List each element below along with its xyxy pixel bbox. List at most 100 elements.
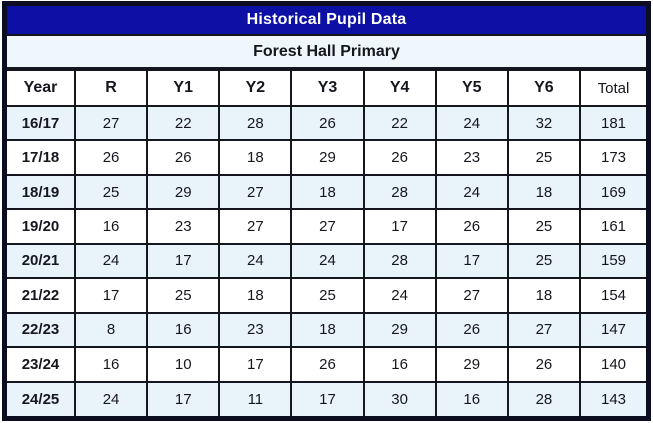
- pupil-count: 24: [434, 104, 509, 142]
- total-value: 169: [579, 173, 646, 211]
- pupil-count: 27: [218, 208, 293, 245]
- pupil-count: 22: [146, 104, 221, 142]
- table-row: 21/22 17 25 18 25 24 27 18 154: [7, 277, 646, 314]
- total-value: 161: [579, 208, 646, 245]
- table-row: 24/25 24 17 11 17 30 16 28 143: [7, 380, 646, 416]
- column-header-year: Year: [7, 69, 76, 107]
- table-row: 16/17 27 22 28 26 22 24 32 181: [7, 104, 646, 142]
- pupil-count: 22: [362, 104, 437, 142]
- pupil-count: 24: [434, 173, 509, 211]
- pupil-count: 23: [218, 311, 293, 349]
- year-label: 19/20: [7, 208, 76, 245]
- column-header-y5: Y5: [434, 69, 509, 107]
- table-row: 18/19 25 29 27 18 28 24 18 169: [7, 173, 646, 211]
- pupil-count: 16: [146, 311, 221, 349]
- table-row: 22/23 8 16 23 18 29 26 27 147: [7, 311, 646, 349]
- pupil-count: 16: [73, 346, 149, 383]
- year-label: 18/19: [7, 173, 76, 211]
- total-value: 159: [579, 242, 646, 280]
- table-row: 20/21 24 17 24 24 28 17 25 159: [7, 242, 646, 280]
- year-label: 24/25: [7, 380, 76, 416]
- total-value: 140: [579, 346, 646, 383]
- pupil-count: 27: [73, 104, 149, 142]
- column-header-y6: Y6: [506, 69, 582, 107]
- year-label: 17/18: [7, 139, 76, 176]
- pupil-count: 17: [146, 380, 221, 416]
- pupil-count: 25: [506, 208, 582, 245]
- pupil-count: 16: [434, 380, 509, 416]
- pupil-count: 18: [506, 173, 582, 211]
- pupil-count: 25: [506, 242, 582, 280]
- year-label: 23/24: [7, 346, 76, 383]
- pupil-count: 17: [362, 208, 437, 245]
- pupil-count: 24: [362, 277, 437, 314]
- pupil-count: 24: [73, 380, 149, 416]
- pupil-table-body: 16/17 27 22 28 26 22 24 32 181 17/18 26 26 18 29 26 23 2…: [7, 104, 646, 416]
- pupil-count: 28: [218, 104, 293, 142]
- pupil-count: 29: [362, 311, 437, 349]
- pupil-count: 26: [290, 346, 365, 383]
- pupil-count: 18: [506, 277, 582, 314]
- pupil-count: 18: [290, 173, 365, 211]
- pupil-count: 17: [290, 380, 365, 416]
- pupil-count: 27: [434, 277, 509, 314]
- page-title: Historical Pupil Data: [7, 6, 646, 36]
- column-header-y3: Y3: [290, 69, 365, 107]
- pupil-count: 25: [506, 139, 582, 176]
- pupil-count: 18: [290, 311, 365, 349]
- pupil-data-table: Year R Y1 Y2 Y3 Y4 Y5 Y6 Total 16/17 27 22…: [7, 69, 646, 416]
- pupil-count: 24: [218, 242, 293, 280]
- pupil-count: 25: [146, 277, 221, 314]
- pupil-count: 16: [73, 208, 149, 245]
- pupil-count: 26: [362, 139, 437, 176]
- pupil-count: 26: [290, 104, 365, 142]
- pupil-count: 17: [73, 277, 149, 314]
- pupil-count: 23: [434, 139, 509, 176]
- pupil-count: 24: [73, 242, 149, 280]
- column-header-total: Total: [579, 69, 646, 107]
- total-value: 181: [579, 104, 646, 142]
- pupil-count: 29: [290, 139, 365, 176]
- total-value: 147: [579, 311, 646, 349]
- total-value: 173: [579, 139, 646, 176]
- pupil-count: 29: [434, 346, 509, 383]
- pupil-count: 18: [218, 139, 293, 176]
- pupil-count: 32: [506, 104, 582, 142]
- school-name: Forest Hall Primary: [7, 36, 646, 69]
- pupil-count: 17: [218, 346, 293, 383]
- table-row: 19/20 16 23 27 27 17 26 25 161: [7, 208, 646, 245]
- pupil-count: 29: [146, 173, 221, 211]
- year-label: 22/23: [7, 311, 76, 349]
- year-label: 21/22: [7, 277, 76, 314]
- pupil-count: 18: [218, 277, 293, 314]
- table-row: 23/24 16 10 17 26 16 29 26 140: [7, 346, 646, 383]
- pupil-count: 23: [146, 208, 221, 245]
- header-row: Year R Y1 Y2 Y3 Y4 Y5 Y6 Total: [7, 69, 646, 107]
- pupil-count: 26: [434, 311, 509, 349]
- pupil-count: 26: [434, 208, 509, 245]
- year-label: 16/17: [7, 104, 76, 142]
- pupil-count: 27: [506, 311, 582, 349]
- total-value: 154: [579, 277, 646, 314]
- pupil-count: 25: [73, 173, 149, 211]
- pupil-count: 26: [146, 139, 221, 176]
- pupil-count: 27: [218, 173, 293, 211]
- year-label: 20/21: [7, 242, 76, 280]
- table-header: Year R Y1 Y2 Y3 Y4 Y5 Y6 Total: [7, 69, 646, 107]
- pupil-count: 27: [290, 208, 365, 245]
- pupil-count: 17: [146, 242, 221, 280]
- total-value: 143: [579, 380, 646, 416]
- table-row: 17/18 26 26 18 29 26 23 25 173: [7, 139, 646, 176]
- pupil-count: 17: [434, 242, 509, 280]
- pupil-count: 24: [290, 242, 365, 280]
- pupil-count: 28: [506, 380, 582, 416]
- column-header-r: R: [73, 69, 149, 107]
- column-header-y2: Y2: [218, 69, 293, 107]
- pupil-count: 30: [362, 380, 437, 416]
- pupil-count: 26: [73, 139, 149, 176]
- pupil-count: 28: [362, 242, 437, 280]
- pupil-count: 10: [146, 346, 221, 383]
- pupil-count: 25: [290, 277, 365, 314]
